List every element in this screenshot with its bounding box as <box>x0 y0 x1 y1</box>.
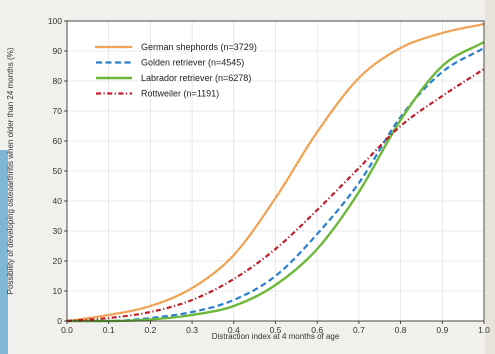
x-tick-label: 0.4 <box>228 325 240 335</box>
legend-label: Rottweiler (n=1191) <box>141 89 219 99</box>
x-tick-label: 0.3 <box>186 325 198 335</box>
y-tick-label: 40 <box>53 196 63 206</box>
legend: German shephords (n=3729) Golden retrieve… <box>94 42 257 99</box>
series-line-rottweiler <box>66 68 485 323</box>
y-axis-title: Possibility of developing osteoarthritis… <box>6 47 15 294</box>
y-tick-label: 50 <box>53 166 63 176</box>
legend-label: Labrador retriever (n=6278) <box>141 73 251 83</box>
legend-label: Golden retriever (n=4545) <box>141 58 244 68</box>
x-tick-label: 0.8 <box>395 325 407 335</box>
y-tick-label: 60 <box>53 136 63 146</box>
legend-label: German shephords (n=3729) <box>141 42 257 52</box>
x-tick-label: 0.9 <box>436 325 448 335</box>
x-tick-label: 0.2 <box>144 325 156 335</box>
series-line-labrador-retriever <box>67 40 485 323</box>
x-tick-label: 0.5 <box>270 325 282 335</box>
x-tick-label: 1.0 <box>478 325 490 335</box>
x-tick-label: 0.6 <box>311 325 323 335</box>
x-tick-label: 0.0 <box>61 325 73 335</box>
y-tick-label: 100 <box>48 16 62 26</box>
x-axis-title: Distraction index at 4 months of age <box>212 332 340 341</box>
series-line-german-shephords <box>65 22 486 323</box>
y-tick-label: 80 <box>53 76 63 86</box>
left-edge-strip <box>0 150 8 354</box>
x-tick-label: 0.7 <box>353 325 365 335</box>
y-tick-label: 0 <box>57 316 62 326</box>
x-tick-label: 0.1 <box>103 325 115 335</box>
y-tick-label: 10 <box>53 286 63 296</box>
y-axis-ticks: 0 10 20 30 40 50 60 70 80 90 100 <box>48 16 67 326</box>
y-tick-label: 70 <box>53 106 63 116</box>
y-tick-label: 90 <box>53 46 63 56</box>
right-edge-strip <box>485 0 495 354</box>
series-lines <box>65 22 486 323</box>
x-axis-ticks: 0.0 0.1 0.2 0.3 0.4 0.5 0.6 0.7 0.8 0.9 1.0 <box>61 321 490 335</box>
y-tick-label: 30 <box>53 226 63 236</box>
y-tick-label: 20 <box>53 256 63 266</box>
